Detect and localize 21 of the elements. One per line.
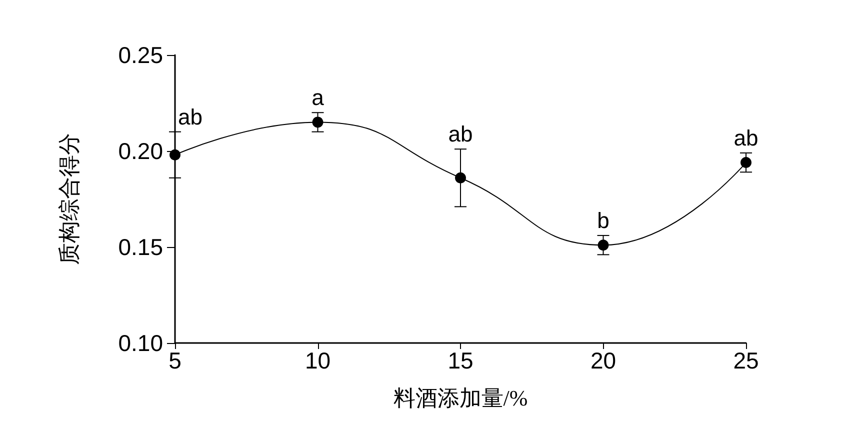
y-tick-label: 0.15 bbox=[118, 234, 163, 260]
x-tick-label: 25 bbox=[733, 348, 759, 374]
y-axis-title: 质构综合得分 bbox=[56, 133, 82, 265]
point bbox=[740, 157, 752, 168]
y-tick-label: 0.25 bbox=[118, 42, 163, 68]
annotation: a bbox=[312, 85, 325, 110]
annotation: b bbox=[597, 208, 610, 233]
y-tick-label: 0.10 bbox=[118, 330, 163, 356]
point bbox=[598, 240, 609, 251]
point bbox=[312, 116, 324, 128]
annotation: ab bbox=[178, 104, 202, 130]
point bbox=[455, 172, 466, 184]
annotation: ab bbox=[734, 125, 758, 150]
point bbox=[170, 149, 180, 160]
x-tick-label: 20 bbox=[590, 348, 616, 374]
annotation: ab bbox=[448, 122, 473, 147]
x-tick-label: 5 bbox=[168, 348, 182, 374]
x-axis-title: 料酒添加量/% bbox=[393, 386, 528, 410]
x-tick-label: 15 bbox=[448, 348, 474, 374]
x-tick-label: 10 bbox=[304, 348, 331, 374]
y-tick-label: 0.20 bbox=[118, 138, 163, 164]
